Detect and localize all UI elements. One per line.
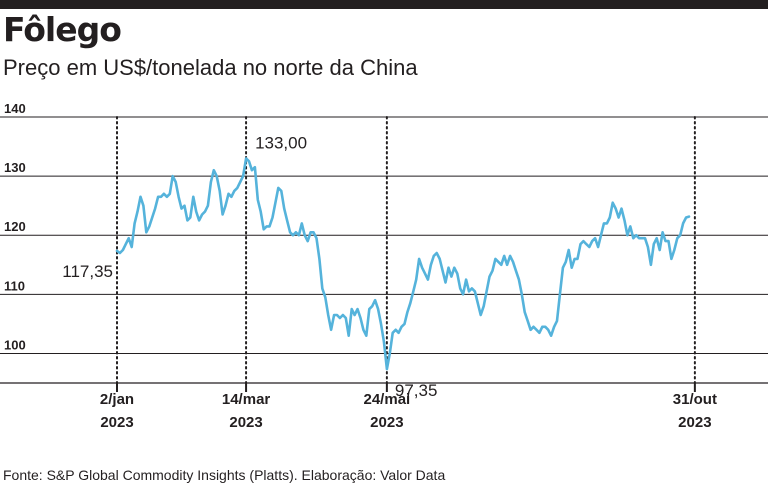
label-layer: 100 110 120 130 140 2/jan 2023 14/mar 2023 24/mai… (4, 0, 763, 431)
x-tick-label-date: 31/out (673, 391, 717, 408)
x-tick-label-year: 2023 (678, 414, 711, 431)
date-marker-layer (116, 116, 696, 392)
x-tick-label-year: 2023 (100, 414, 133, 431)
x-tick-label-year: 2023 (370, 414, 403, 431)
y-tick-label: 100 (4, 337, 26, 352)
y-tick-label: 120 (4, 219, 26, 234)
data-label: 97,35 (395, 381, 438, 400)
price-series-line (115, 157, 691, 371)
y-tick-label: 140 (4, 101, 26, 116)
x-tick-label-year: 2023 (229, 414, 262, 431)
x-tick-label-date: 14/mar (222, 391, 271, 408)
series-line-layer (115, 157, 691, 371)
x-tick-label-date: 24/mai (364, 391, 411, 408)
data-label: 117,35 (62, 262, 113, 281)
chart-subtitle: Preço em US$/tonelada no norte da China (3, 55, 418, 80)
data-label: 133,00 (255, 133, 307, 152)
y-tick-label: 110 (4, 278, 25, 293)
x-tick-label-date: 2/jan (100, 391, 134, 408)
chart-title: Fôlego (3, 10, 122, 49)
data-label: 123,15 (705, 0, 764, 5)
top-rule (0, 0, 768, 9)
source-note: Fonte: S&P Global Commodity Insights (Pl… (3, 467, 446, 483)
y-tick-label: 130 (4, 160, 26, 175)
